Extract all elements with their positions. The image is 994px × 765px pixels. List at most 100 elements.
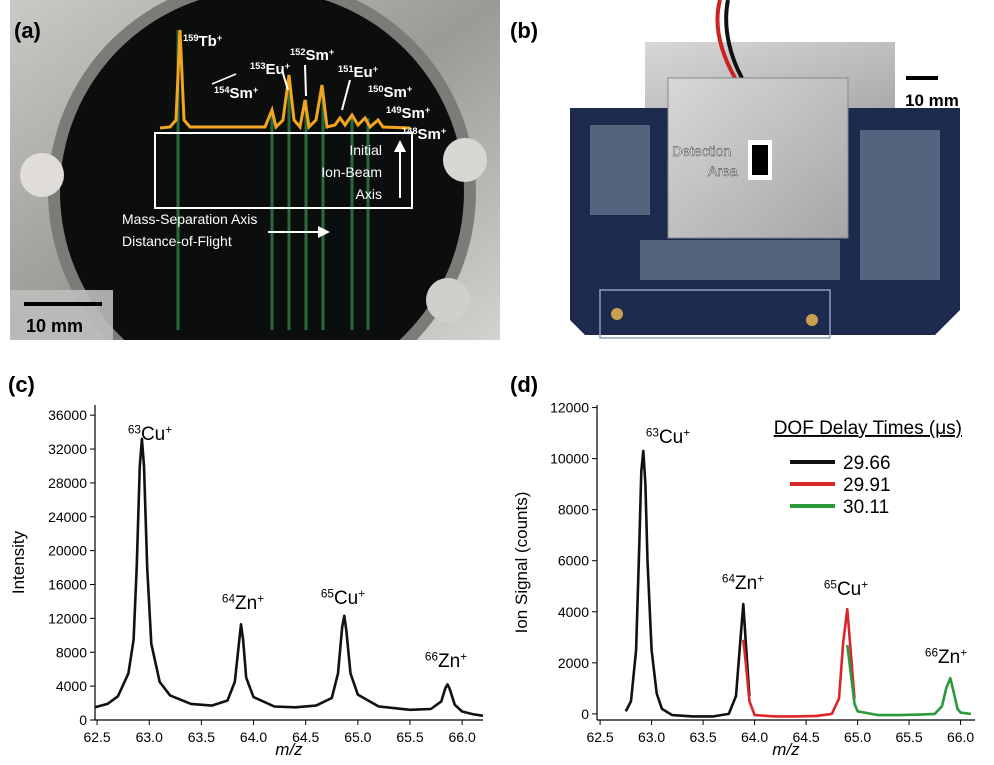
ion-charge: + [757,572,764,585]
x-tick-label: 63.5 [188,729,215,745]
y-tick-label: 20000 [48,543,87,559]
ion-label: 159Tb+ [183,33,223,50]
legend-label: 30.11 [843,497,889,518]
panel-label: (d) [510,372,538,397]
y-axis-label: Ion Signal (counts) [512,492,531,634]
ion-mass: 66 [925,646,939,659]
scale-label: 10 mm [905,91,959,110]
y-tick-label: 4000 [558,604,589,620]
y-tick-label: 0 [581,706,589,722]
ion-element: Eu [266,61,285,78]
ion-charge: + [407,84,413,94]
panel-label: (b) [510,18,538,43]
ion-label: 151Eu+ [338,64,379,81]
ion-element: Zn [235,593,257,614]
y-tick-label: 32000 [48,441,87,457]
y-tick-label: 24000 [48,509,87,525]
ion-label: 64Zn+ [722,572,764,594]
x-tick-label: 65.0 [844,729,871,745]
ion-mass: 65 [824,578,838,591]
x-tick-label: 63.0 [638,729,665,745]
y-tick-label: 36000 [48,407,87,423]
ion-charge: + [683,426,690,439]
detection-label: Detection [672,143,731,159]
ion-label: 63Cu+ [646,426,690,448]
ion-charge: + [861,578,868,591]
legend-title: DOF Delay Times (μs) [774,418,962,439]
y-axis-label: Intensity [9,530,28,594]
ion-mass: 64 [722,572,736,585]
mass-axis-label: Mass-Separation Axis [122,211,257,227]
ion-label: 148Sm+ [402,126,447,143]
ion-label: 152Sm+ [290,47,335,64]
x-axis-label: m/z [275,740,303,759]
ion-element: Sm [384,84,407,101]
y-tick-label: 12000 [48,610,87,626]
data-line [624,449,751,718]
ion-label: 66Zn+ [425,650,467,672]
x-tick-label: 64.5 [292,729,319,745]
ion-mass: 152 [290,47,306,57]
ion-element: Sm [306,47,329,64]
ion-element: Zn [735,573,757,594]
ion-element: Cu [837,579,861,600]
ion-charge: + [460,650,467,663]
ion-mass: 64 [222,592,236,605]
ion-mass: 154 [214,85,230,95]
ion-charge: + [960,646,967,659]
ion-element: Zn [438,651,460,672]
data-line [742,607,856,718]
ion-charge: + [441,126,447,136]
data-line [846,644,972,717]
ion-mass: 151 [338,64,354,74]
x-tick-label: 65.5 [396,729,423,745]
ion-mass: 65 [321,587,335,600]
ion-element: Eu [354,64,373,81]
photo-a [10,0,500,340]
ion-charge: + [253,85,259,95]
ion-mass: 66 [425,650,439,663]
ion-label: 66Zn+ [925,646,967,668]
data-line [94,437,484,718]
ion-label: 154Sm+ [214,85,259,102]
ion-element: Cu [659,427,683,448]
ion-label: 65Cu+ [824,578,868,600]
photo-b [570,0,960,339]
ion-element: Cu [334,588,358,609]
beam-axis-label: Initial [349,142,382,158]
x-tick-label: 65.0 [344,729,371,745]
y-tick-label: 8000 [56,644,87,660]
ion-element: Cu [141,424,165,445]
y-tick-label: 2000 [558,655,589,671]
x-tick-label: 63.0 [136,729,163,745]
y-tick-label: 6000 [558,553,589,569]
ion-label: 149Sm+ [386,105,431,122]
ion-charge: + [285,61,291,71]
x-tick-label: 65.5 [895,729,922,745]
beam-axis-label: Ion-Beam [321,164,382,180]
ion-element: Sm [418,126,441,143]
ion-label: 63Cu+ [128,423,172,445]
ion-element: Zn [938,647,960,668]
ion-element: Tb [199,33,217,50]
y-tick-label: 4000 [56,678,87,694]
ion-mass: 63 [128,423,142,436]
x-tick-label: 64.0 [240,729,267,745]
x-tick-label: 66.0 [947,729,974,745]
mass-axis-label: Distance-of-Flight [122,233,232,249]
x-axis-label: m/z [772,740,800,759]
ion-label: 153Eu+ [250,61,291,78]
x-tick-label: 62.5 [83,729,110,745]
detection-label: Area [708,163,738,179]
legend-label: 29.91 [843,475,891,496]
panel-label: (c) [8,372,35,397]
beam-axis-label: Axis [356,186,382,202]
x-tick-label: 62.5 [586,729,613,745]
legend-label: 29.66 [843,453,891,474]
ion-label: 65Cu+ [321,587,365,609]
scale-label: 10 mm [26,316,83,336]
ion-mass: 63 [646,426,660,439]
ion-charge: + [358,587,365,600]
y-tick-label: 0 [79,712,87,728]
